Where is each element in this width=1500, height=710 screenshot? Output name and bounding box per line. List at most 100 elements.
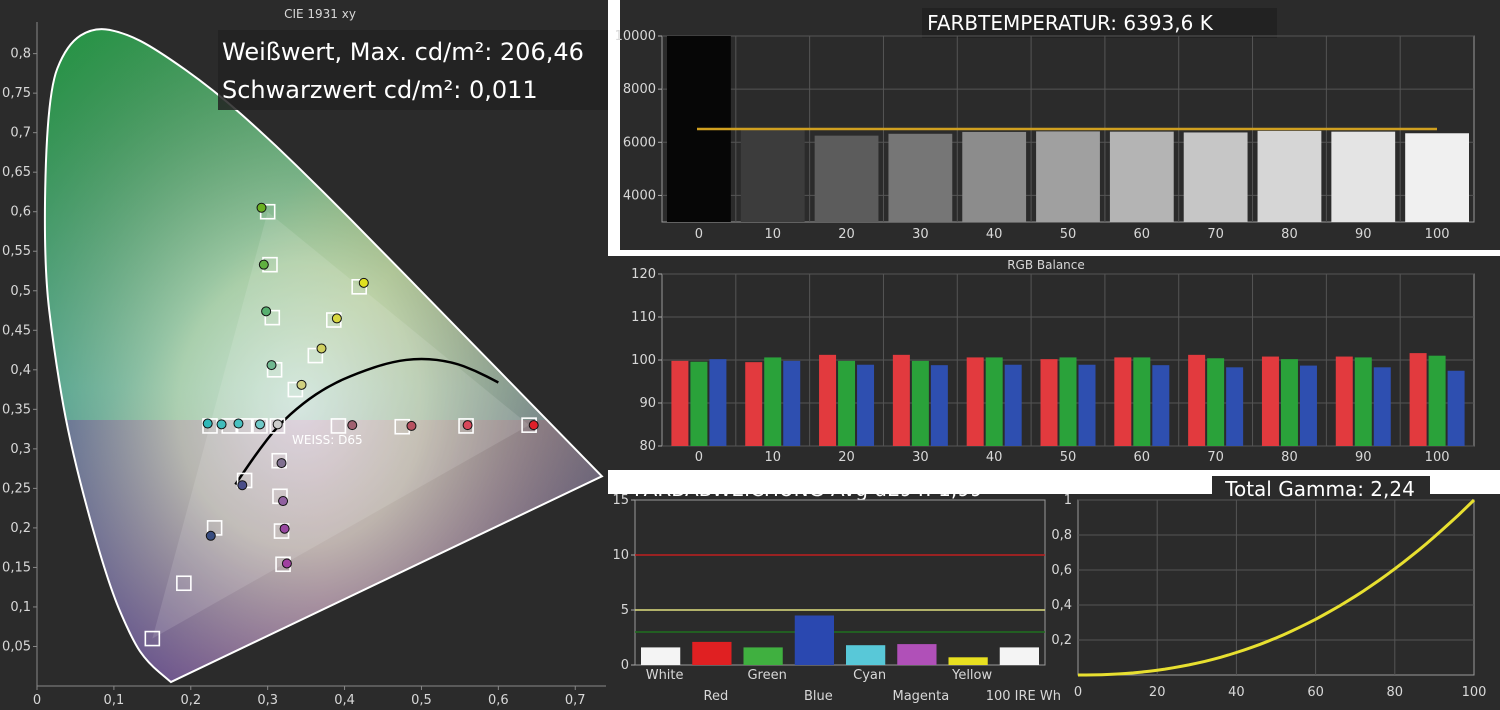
color-temp-bars [667, 36, 1469, 222]
spectral-locus [43, 28, 604, 684]
delta-e-y-tick-label: 15 [612, 493, 629, 508]
measured-points [202, 202, 539, 569]
color-temp-x-tick-label: 0 [695, 227, 703, 242]
gamma-y-tick-label: 1 [1064, 493, 1072, 508]
color-temp-x-tick-label: 60 [1134, 227, 1151, 242]
cie-y-tick-label: 0,45 [2, 323, 31, 338]
rgb-x-tick-label: 30 [912, 450, 929, 465]
cie-y-ticks: 0,05 0,1 0,15 0,2 0,25 0,3 0,35 0,4 0,45 0,5 0,55 0… [2, 47, 37, 654]
cie-y-tick-label: 0,15 [2, 560, 31, 575]
color-temp-bar [1257, 130, 1322, 222]
rgb-bar [1447, 370, 1465, 446]
cie-x-tick-label: 0,6 [488, 693, 509, 708]
color-temp-x-tick-label: 40 [986, 227, 1003, 242]
rgb-bar [1207, 358, 1225, 446]
color-temp-bar [1183, 132, 1248, 222]
measured-point [316, 343, 327, 354]
measured-point [202, 418, 213, 429]
rgb-x-tick-label: 20 [838, 450, 855, 465]
cie-y-tick-label: 0,55 [2, 244, 31, 259]
measured-point [237, 480, 248, 491]
target-square [458, 418, 474, 434]
delta-e-bar [999, 647, 1039, 665]
rgb-bar [1335, 356, 1353, 446]
delta-e-x-tick-label: Red [704, 689, 729, 704]
cie-y-tick-label: 0,2 [10, 521, 31, 536]
color-temp-y-tick-label: 8000 [623, 82, 656, 97]
panel-divider [608, 0, 620, 250]
rgb-balance-bars [671, 353, 1465, 446]
cie-x-tick-label: 0,1 [104, 693, 125, 708]
black-value-label: Schwarzwert cd/m²: 0,011 [222, 76, 538, 104]
gamma-chart: Total Gamma: 2,24 0,2 0,4 0,6 0,8 1 0 20 40 60 8… [1051, 476, 1486, 700]
gamma-x-tick-label: 40 [1228, 685, 1245, 700]
rgb-bar [1226, 367, 1244, 446]
rgb-bar [892, 354, 910, 446]
color-temp-bar [962, 131, 1027, 222]
cie-title: CIE 1931 xy [284, 7, 356, 21]
delta-e-bar [897, 644, 937, 665]
delta-e-x-tick-label: White [646, 668, 684, 683]
delta-e-bar [692, 641, 732, 665]
rgb-bar [819, 354, 837, 446]
delta-e-bar [743, 647, 783, 665]
measured-point [205, 530, 216, 541]
rgb-x-tick-label: 0 [695, 450, 703, 465]
gamma-y-tick-label: 0,4 [1051, 598, 1072, 613]
delta-e-chart: FARBABWEICHUNG-Avg dE94: 1,99 0 5 10 15 Whi… [612, 477, 1061, 704]
delta-e-y-tick-label: 0 [621, 658, 629, 673]
rgb-bar [690, 361, 708, 446]
rgb-bar [764, 357, 782, 446]
delta-e-bar [794, 615, 834, 665]
color-temp-bar [814, 135, 879, 222]
measured-point [272, 419, 283, 430]
measured-point [256, 202, 267, 213]
measured-point [462, 420, 473, 431]
white-value-label: Weißwert, Max. cd/m²: 206,46 [222, 38, 584, 66]
cie-x-tick-label: 0,2 [180, 693, 201, 708]
measured-point [266, 360, 277, 371]
color-temp-bar [1036, 131, 1100, 222]
measured-point [528, 420, 539, 431]
delta-e-thresholds [635, 554, 1045, 633]
color-temperature-chart: FARBTEMPERATUR: 6393,6 K 400060008000100… [615, 0, 1500, 250]
delta-e-x-tick-label: Green [747, 668, 786, 683]
cie-x-ticks: 0 0,1 0,2 0,3 0,4 0,5 0,6 0,7 [33, 686, 586, 708]
rgb-bar [709, 359, 727, 446]
rgb-x-tick-label: 40 [986, 450, 1003, 465]
delta-e-x-tick-label: Cyan [853, 668, 886, 683]
rgb-balance-chart: RGB Balance 80 90 100 110 120 0 10 20 30 40 50 60 7… [631, 258, 1475, 465]
measured-point [233, 418, 244, 429]
rgb-bar [1280, 359, 1298, 446]
rgb-bar [1078, 364, 1096, 446]
cie-chart: CIE 1931 xy 0,05 0,1 0,15 0,2 0,25 0,3 0,35 0,4… [0, 0, 608, 710]
target-square [176, 575, 192, 592]
color-temp-title: FARBTEMPERATUR: 6393,6 K [927, 11, 1214, 35]
cie-y-tick-label: 0,75 [2, 86, 31, 101]
cie-x-tick-label: 0 [33, 693, 41, 708]
white-point-label: WEISS: D65 [292, 433, 363, 447]
cie-y-tick-label: 0,1 [10, 600, 31, 615]
rgb-bar [1428, 355, 1446, 446]
gamma-x-tick-label: 60 [1307, 685, 1324, 700]
color-temp-x-tick-label: 50 [1060, 227, 1077, 242]
measured-point [331, 313, 342, 324]
rgb-balance-title: RGB Balance [1007, 258, 1085, 272]
rgb-bar [671, 360, 689, 446]
color-temp-x-tick-label: 10 [764, 227, 781, 242]
rgb-y-tick-label: 100 [631, 353, 656, 368]
cie-y-tick-label: 0,65 [2, 165, 31, 180]
rgb-x-tick-label: 100 [1425, 450, 1450, 465]
cie-y-tick-label: 0,5 [10, 284, 31, 299]
delta-e-y-tick-label: 5 [621, 603, 629, 618]
rgb-bar [1114, 357, 1132, 446]
color-temp-x-tick-label: 100 [1425, 227, 1450, 242]
gamma-grid [1078, 499, 1474, 675]
target-square [269, 418, 286, 434]
cie-x-tick-label: 0,4 [334, 693, 355, 708]
rgb-bar [966, 357, 984, 446]
color-temp-x-ticks: 0 10 20 30 40 50 60 70 80 90 100 [695, 227, 1450, 242]
color-temp-bar [740, 129, 805, 222]
